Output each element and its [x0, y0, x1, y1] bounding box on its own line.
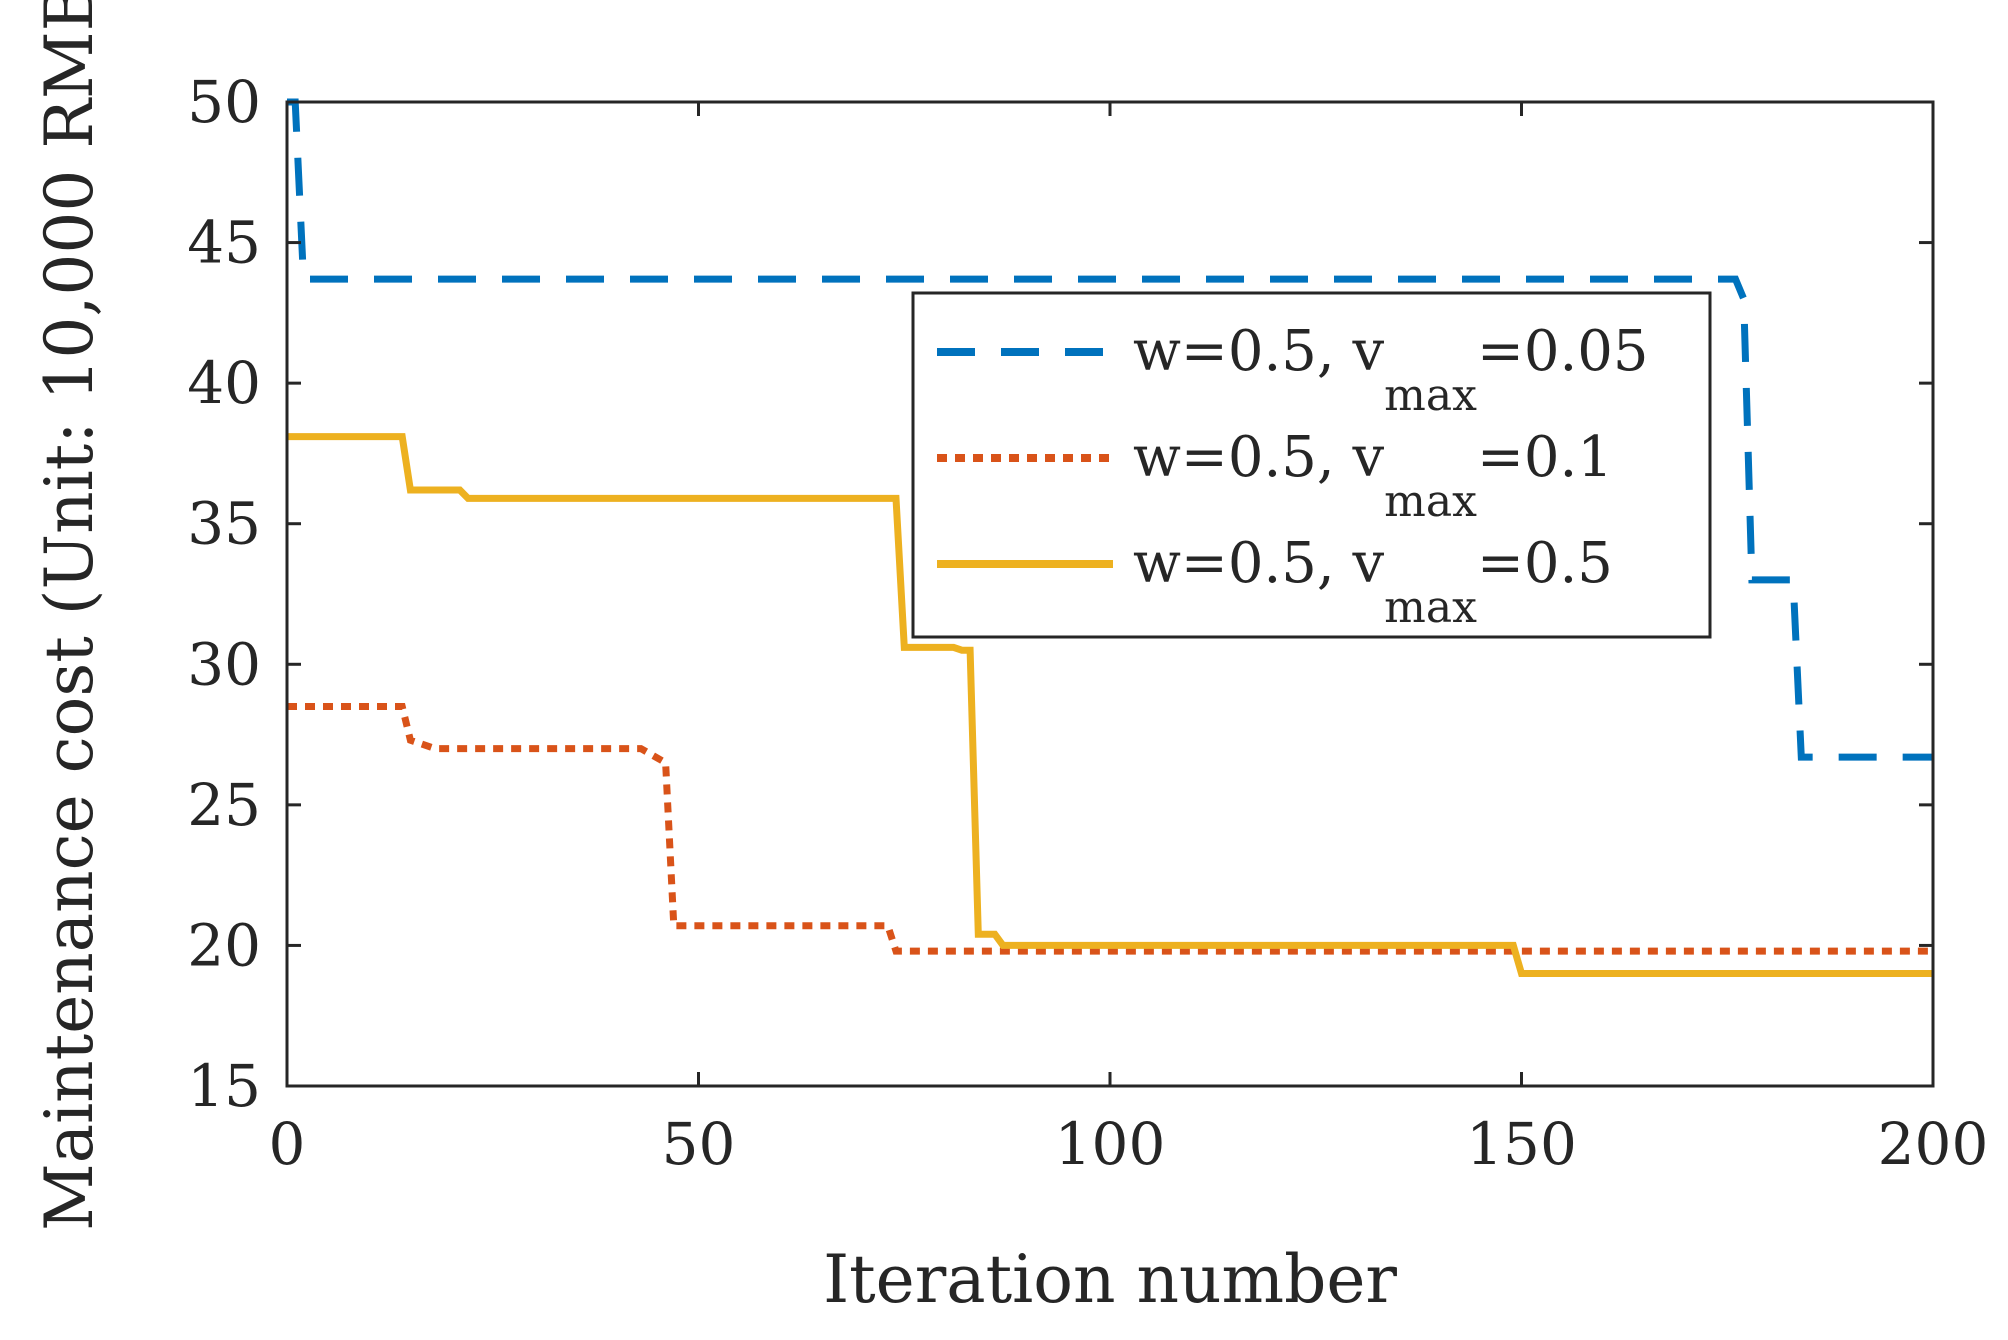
legend-label-subscript: max — [1384, 582, 1477, 633]
y-tick-label: 45 — [187, 209, 261, 277]
x-tick-label: 100 — [1055, 1110, 1166, 1178]
legend-label-text: w=0.5, v — [1133, 425, 1385, 490]
legend-label-2: w=0.5, vmax=0.1 — [1133, 425, 1613, 527]
x-axis-label: Iteration number — [823, 1241, 1397, 1318]
series-layer — [287, 98, 1933, 977]
y-tick-label: 50 — [187, 68, 261, 136]
x-tick-label: 150 — [1466, 1110, 1577, 1178]
legend-label-1: w=0.5, vmax=0.05 — [1133, 319, 1649, 421]
x-tick-label: 50 — [662, 1110, 736, 1178]
legend-label-value: =0.1 — [1477, 425, 1613, 490]
legend-box — [911, 291, 1712, 639]
legend-label-3: w=0.5, vmax=0.5 — [1133, 531, 1613, 633]
y-tick-label: 35 — [187, 490, 261, 558]
y-tick-label: 20 — [187, 911, 261, 979]
legend-label-subscript: max — [1384, 476, 1477, 527]
legend-label-value: =0.05 — [1477, 319, 1649, 384]
y-tick-label: 25 — [187, 771, 261, 839]
series-line-2 — [287, 703, 1933, 955]
legend: w=0.5, vmax=0.05w=0.5, vmax=0.1w=0.5, vm… — [911, 291, 1712, 639]
legend-label-value: =0.5 — [1477, 531, 1613, 596]
x-tick-label: 200 — [1878, 1110, 1989, 1178]
y-axis-label: Maintenance cost (Unit: 10,000 RMB) — [31, 0, 108, 1231]
y-tick-label: 40 — [187, 349, 261, 417]
y-tick-label: 15 — [187, 1052, 261, 1120]
legend-label-subscript: max — [1384, 370, 1477, 421]
y-tick-label: 30 — [187, 630, 261, 698]
series-line-1 — [287, 98, 1933, 761]
x-tick-label: 0 — [269, 1110, 306, 1178]
axis-ticks: 0 50 100 150 200 15 20 25 30 35 40 45 50 — [187, 68, 1988, 1178]
legend-label-text: w=0.5, v — [1133, 319, 1385, 384]
legend-label-text: w=0.5, v — [1133, 531, 1385, 596]
series-line-3 — [287, 433, 1933, 977]
